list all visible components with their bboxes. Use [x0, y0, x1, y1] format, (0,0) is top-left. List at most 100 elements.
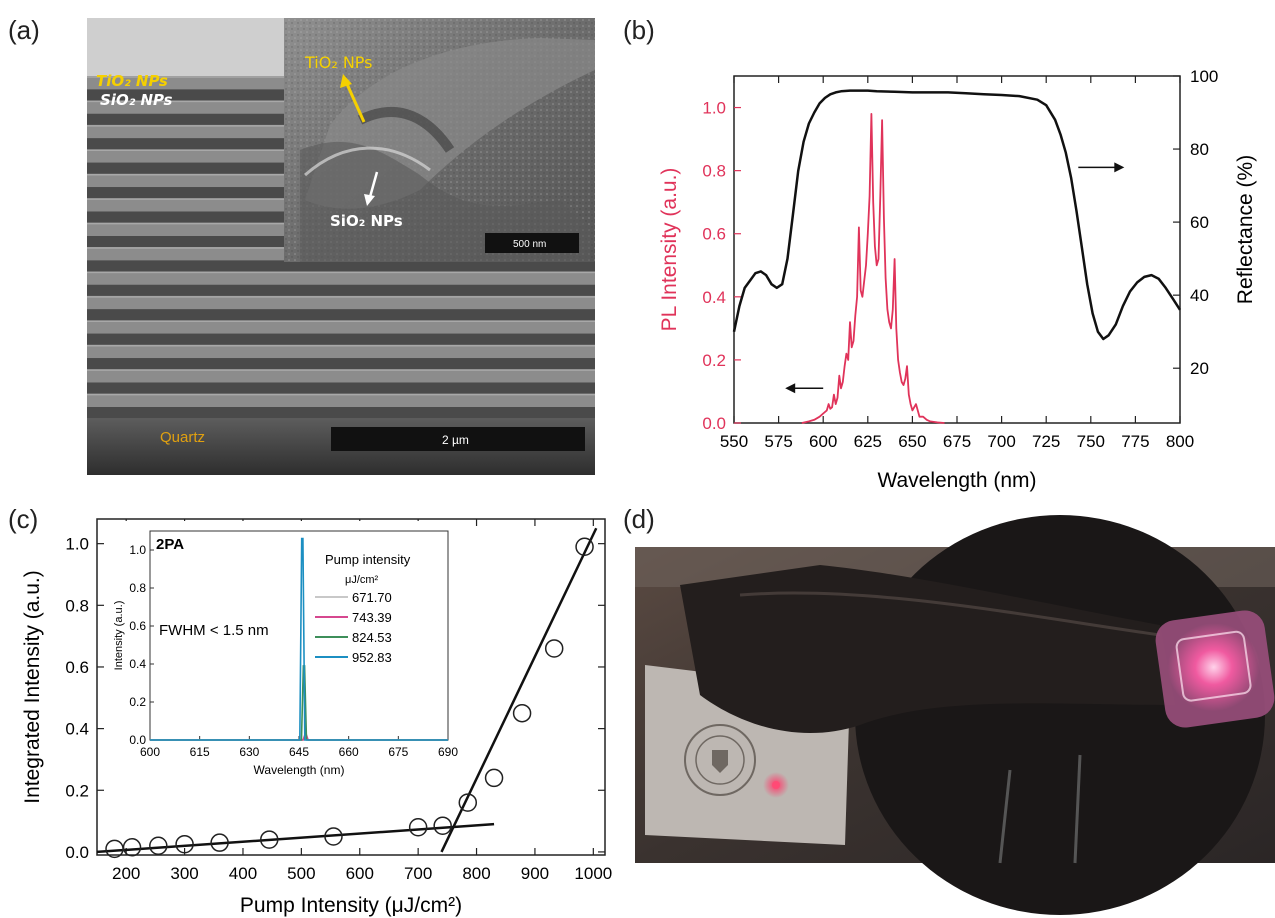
y-left-tick-label: 0.6: [702, 225, 726, 244]
reflectance-axis-arrowhead: [1114, 162, 1125, 173]
inset-y-tick-label: 0.2: [129, 695, 146, 709]
y-left-tick-label: 0.4: [702, 288, 726, 307]
inset-annotation: FWHM < 1.5 nm: [159, 622, 269, 639]
x-tick-label: 500: [287, 864, 315, 883]
sio2-arrow: [368, 171, 379, 198]
y-right-tick-label: 100: [1190, 67, 1218, 86]
inset-y-tick-label: 0.0: [129, 733, 146, 747]
panel-c-label: (c): [8, 504, 38, 534]
inset-legend-unit: μJ/cm²: [345, 574, 379, 586]
x-tick-label: 750: [1077, 432, 1105, 451]
sio2-layer: [87, 369, 595, 383]
pl-line: [801, 113, 945, 424]
y-right-axis-title: Reflectance (%): [1234, 155, 1257, 304]
sio2-layer: [87, 344, 595, 359]
panel-d: (d): [620, 495, 1275, 918]
inset-legend-label: 952.83: [352, 650, 392, 665]
inset-x-axis-title: Wavelength (nm): [254, 763, 345, 777]
top-surface-region: [87, 18, 287, 76]
inset-background: [110, 521, 458, 790]
panel-b-label: (b): [623, 15, 655, 45]
x-axis-title: Pump Intensity (μJ/cm²): [240, 894, 462, 917]
x-tick-label: 400: [229, 864, 257, 883]
sio2-layer: [87, 393, 595, 408]
plot-frame: [733, 75, 1181, 424]
x-tick-label: 900: [521, 864, 549, 883]
inset-legend-label: 743.39: [352, 610, 392, 625]
tio2-arrow: [345, 83, 366, 123]
inset-x-tick-label: 630: [239, 745, 259, 759]
panel-d-label: (d): [623, 504, 655, 534]
sio2-layer: [87, 320, 595, 334]
inset-x-tick-label: 615: [190, 745, 210, 759]
inset-y-tick-label: 0.8: [129, 581, 146, 595]
inset-y-tick-label: 0.6: [129, 619, 146, 633]
data-point: [512, 703, 532, 723]
x-tick-label: 675: [943, 432, 971, 451]
x-axis-title: Wavelength (nm): [877, 469, 1036, 492]
data-point: [149, 836, 168, 856]
inset-sio2-label: SiO₂ NPs: [330, 212, 403, 230]
x-tick-label: 600: [346, 864, 374, 883]
plot-frame: [96, 518, 606, 856]
inset-title: 2PA: [156, 536, 184, 553]
data-point: [544, 639, 564, 658]
y-right-tick-label: 20: [1190, 359, 1209, 378]
y-tick-label: 0.2: [65, 781, 89, 800]
x-tick-label: 1000: [574, 864, 612, 883]
tio2-layer: [87, 382, 595, 394]
sem-inset: TiO₂ NPs SiO₂ NPs 500 nm: [284, 18, 595, 262]
tio2-layer-label: TiO₂ NPs: [96, 72, 168, 90]
y-right-tick-label: 40: [1190, 286, 1209, 305]
panel-b: (b) 550 575 600 625 650 675 700 725 750 775 800 0.0…: [620, 0, 1275, 495]
laser-photo: (d): [623, 504, 1275, 915]
inset-scalebar-label: 500 nm: [513, 239, 546, 250]
fit-line: [440, 527, 598, 853]
sio2-layer: [87, 295, 595, 310]
y-tick-label: 1.0: [65, 535, 89, 554]
panel-a-label: (a): [8, 15, 40, 45]
inset-x-tick-label: 690: [438, 745, 458, 759]
x-tick-label: 800: [1166, 432, 1194, 451]
y-tick-label: 0.0: [65, 843, 89, 862]
inset-x-tick-label: 660: [339, 745, 359, 759]
y-left-axis-title: PL Intensity (a.u.): [658, 168, 681, 332]
x-tick-label: 700: [987, 432, 1015, 451]
inset-series-line: [150, 537, 448, 741]
panel-a: (a) TiO₂ NPs SiO₂ NPs 500 nm TiO₂ NPs Si…: [0, 0, 620, 480]
inset-y-tick-label: 0.4: [129, 657, 146, 671]
x-tick-label: 700: [404, 864, 432, 883]
inset-x-tick-label: 645: [289, 745, 309, 759]
y-right-tick-label: 60: [1190, 213, 1209, 232]
data-point: [408, 818, 428, 837]
x-tick-label: 800: [462, 864, 490, 883]
x-tick-label: 200: [112, 864, 140, 883]
x-tick-label: 725: [1032, 432, 1060, 451]
tio2-layer: [87, 284, 595, 296]
data-point: [324, 827, 343, 846]
x-tick-label: 600: [809, 432, 837, 451]
data-point: [175, 834, 194, 854]
inset-legend-label: 671.70: [352, 590, 392, 605]
y-tick-label: 0.6: [65, 658, 89, 677]
inset-tio2-label: TiO₂ NPs: [304, 53, 373, 72]
sample-holder: [680, 565, 1175, 734]
x-tick-label: 625: [854, 432, 882, 451]
data-point: [484, 768, 504, 788]
y-left-tick-label: 0.0: [702, 414, 726, 433]
sio2-layer: [87, 271, 595, 285]
scalebar-label: 2 µm: [442, 433, 469, 447]
inset-legend-title: Pump intensity: [325, 552, 411, 567]
tio2-layer: [87, 358, 595, 370]
y-right-tick-label: 80: [1190, 140, 1209, 159]
inset-x-tick-label: 600: [140, 745, 160, 759]
sem-cross-section-image: (a) TiO₂ NPs SiO₂ NPs 500 nm TiO₂ NPs Si…: [8, 15, 595, 475]
x-tick-label: 575: [764, 432, 792, 451]
data-point: [260, 830, 279, 849]
x-tick-label: 300: [170, 864, 198, 883]
reflectance-line: [732, 89, 1182, 341]
inset-scalebar: [485, 233, 579, 253]
x-tick-label: 550: [720, 432, 748, 451]
inset-y-axis-title: Intensity (a.u.): [113, 601, 125, 671]
quartz-label: Quartz: [160, 429, 205, 446]
